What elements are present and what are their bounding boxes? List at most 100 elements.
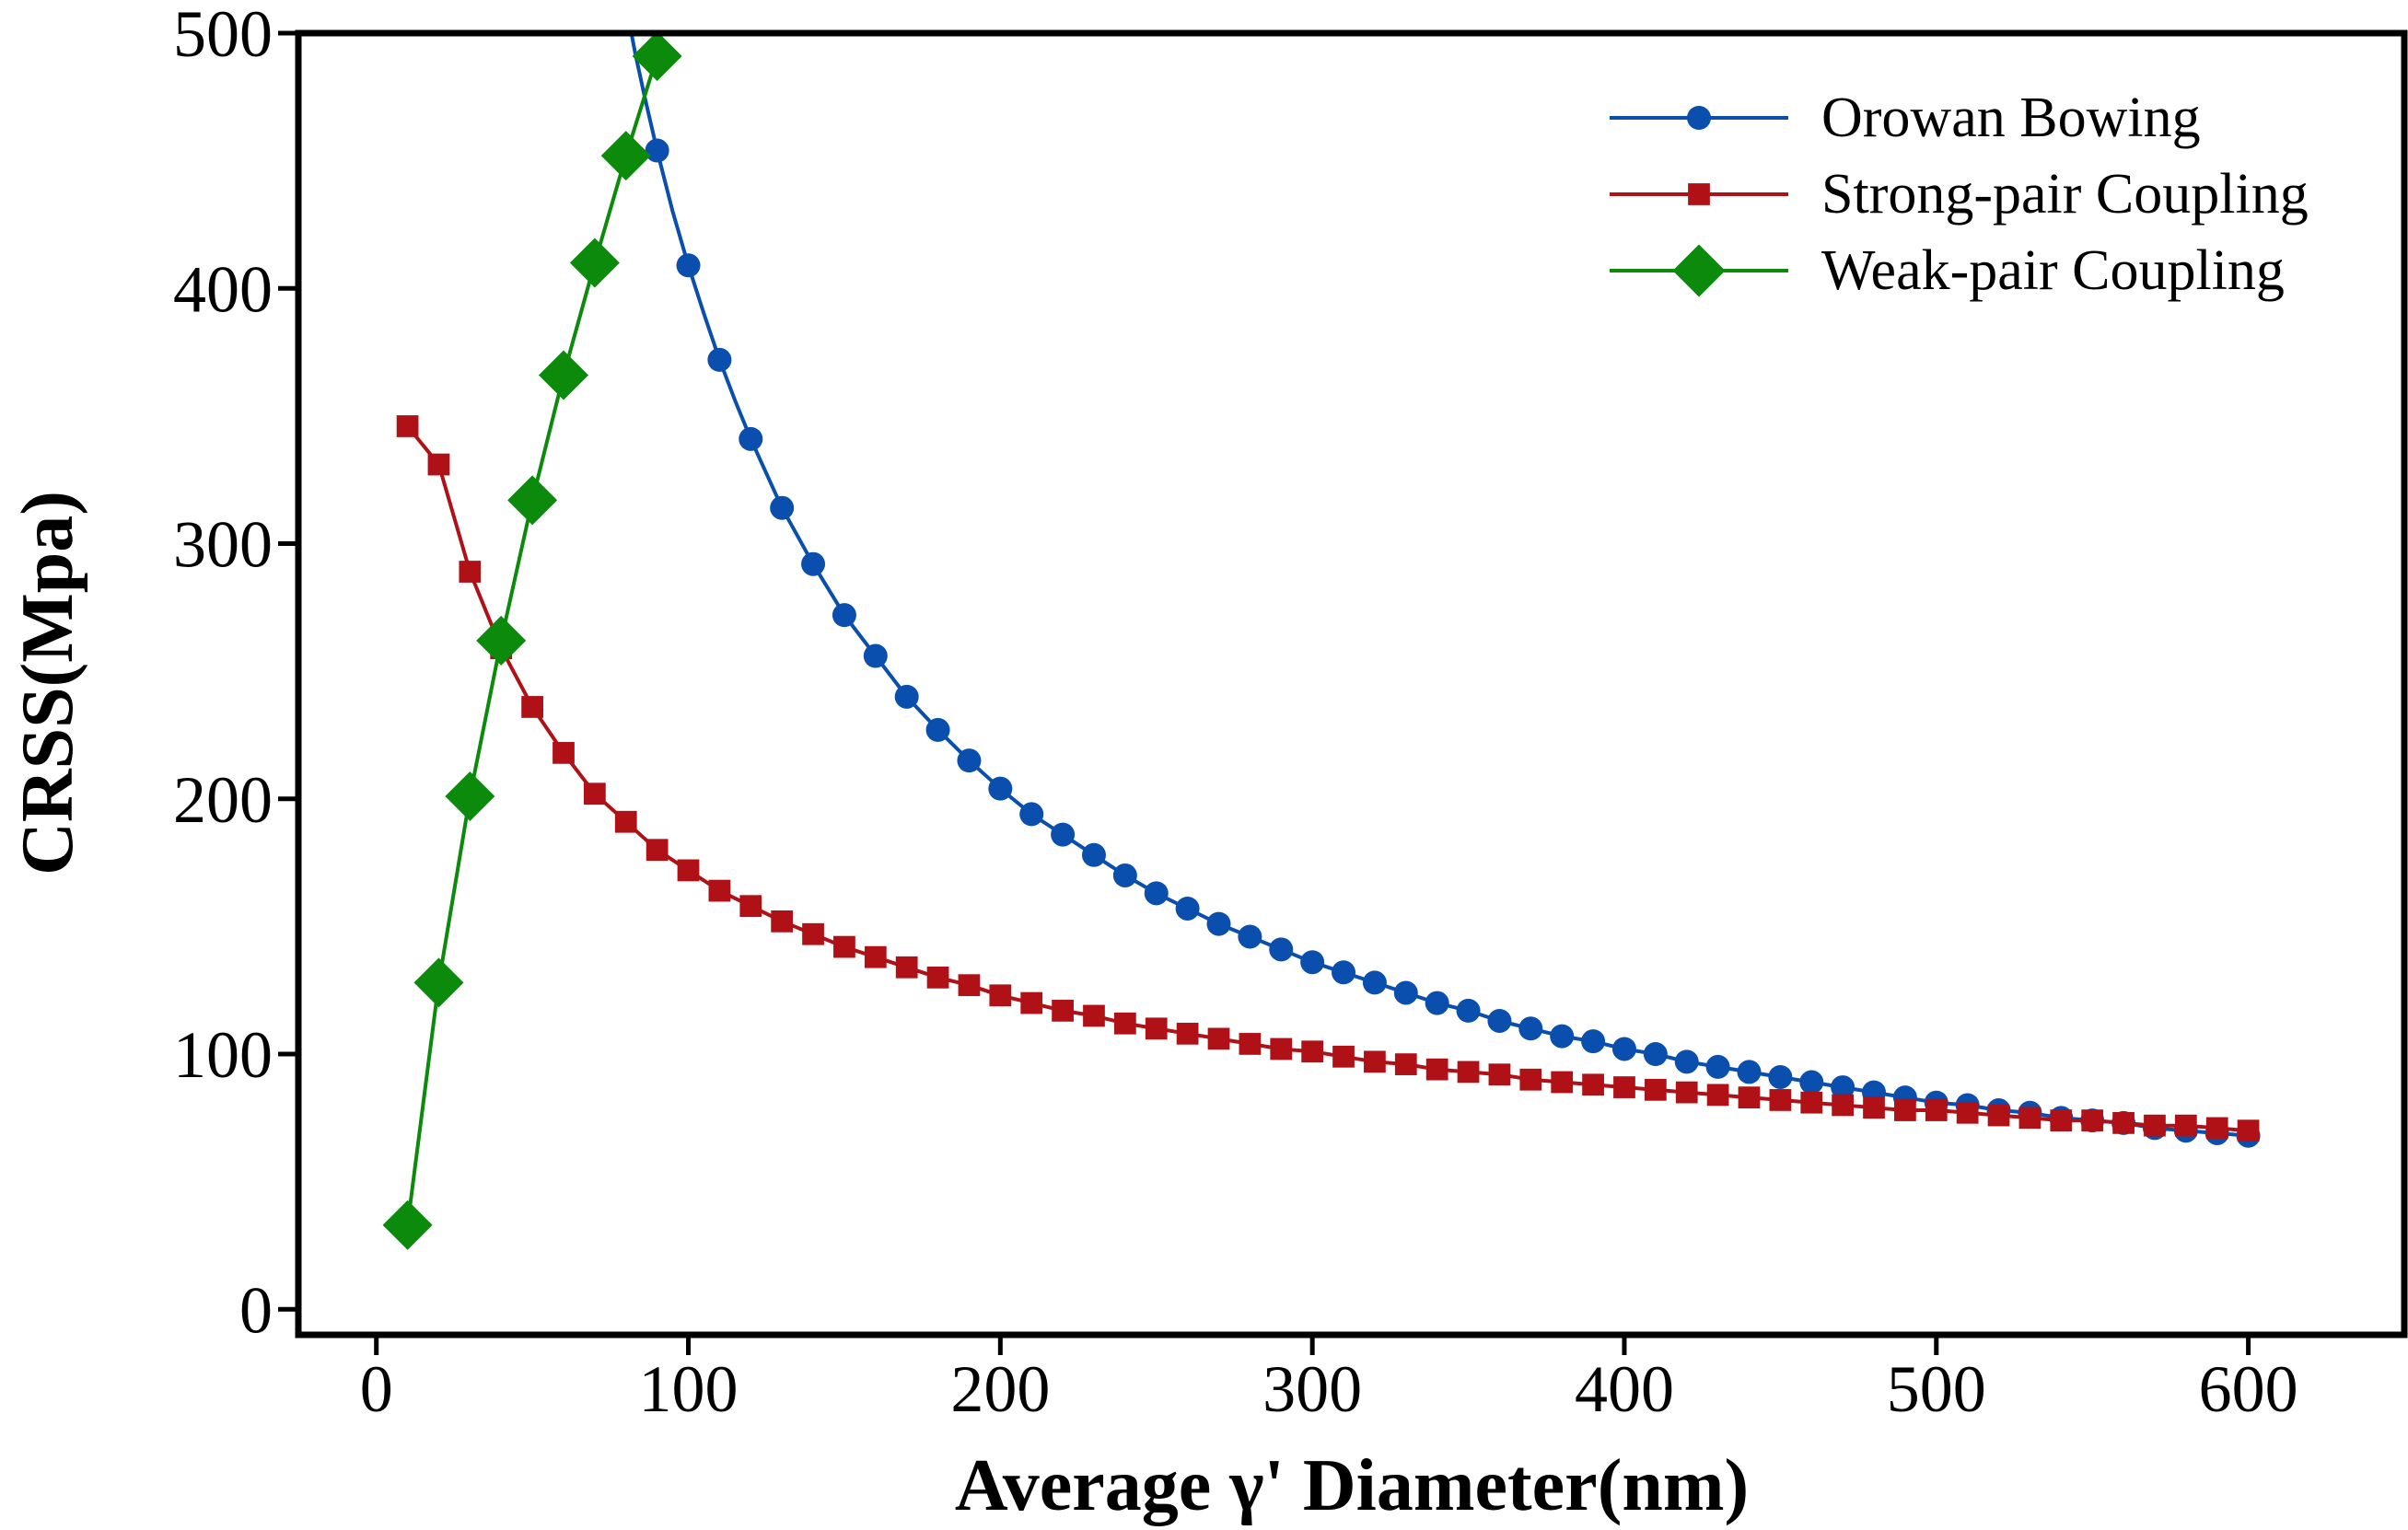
- strong-pair-coupling-point: [614, 810, 637, 833]
- weak-pair-coupling-point: [413, 957, 464, 1008]
- strong-pair-coupling-point: [1488, 1063, 1511, 1086]
- orowan-bowing-point: [1269, 937, 1294, 962]
- x-tick-label: 500: [1887, 1352, 1986, 1426]
- strong-pair-coupling-point: [864, 945, 887, 968]
- orowan-bowing-point: [1799, 1070, 1824, 1095]
- x-tick-label: 100: [639, 1352, 739, 1426]
- orowan-bowing-point: [1206, 911, 1231, 936]
- orowan-bowing-point: [739, 426, 763, 451]
- orowan-bowing-point: [1705, 1054, 1730, 1079]
- orowan-bowing-point: [863, 643, 888, 668]
- weak-pair-coupling-point: [569, 238, 620, 288]
- legend-item-weak-pair-coupling: Weak-pair Coupling: [1610, 239, 2285, 302]
- legend-marker: [1688, 183, 1710, 205]
- strong-pair-coupling-point: [2112, 1112, 2135, 1134]
- x-tick-label: 200: [950, 1352, 1050, 1426]
- strong-pair-coupling-point: [1675, 1081, 1698, 1104]
- series-layer: [382, 33, 2261, 1250]
- orowan-bowing-point: [1081, 842, 1106, 867]
- strong-pair-coupling-point: [1083, 1004, 1105, 1027]
- strong-pair-coupling-point: [802, 922, 824, 945]
- orowan-bowing-point: [1737, 1060, 1762, 1084]
- orowan-bowing-point: [1456, 998, 1481, 1023]
- y-axis-title: CRSS(Mpa): [7, 491, 88, 875]
- strong-pair-coupling-point: [739, 895, 762, 918]
- strong-pair-coupling-point: [677, 859, 700, 882]
- y-tick-label: 0: [239, 1273, 273, 1347]
- strong-pair-coupling-point: [1644, 1078, 1667, 1101]
- orowan-bowing-point: [1332, 960, 1356, 985]
- strong-pair-coupling-point: [2144, 1114, 2166, 1137]
- orowan-bowing-line: [629, 33, 2249, 1138]
- weak-pair-coupling-point: [507, 475, 558, 526]
- strong-pair-coupling-point: [1270, 1037, 1293, 1061]
- orowan-bowing-point: [1393, 980, 1418, 1005]
- y-tick-label: 500: [173, 0, 273, 71]
- axis-ticks: 0 100 200 300 400 500 600 0 100 200 300 400 500: [173, 0, 2298, 1426]
- strong-pair-coupling-point: [2050, 1109, 2073, 1131]
- strong-pair-coupling-point: [1145, 1017, 1168, 1040]
- weak-pair-coupling-point: [632, 33, 682, 81]
- orowan-bowing-point: [1487, 1008, 1512, 1033]
- strong-pair-coupling-point: [1301, 1040, 1324, 1063]
- orowan-bowing-point: [957, 748, 982, 773]
- strong-pair-coupling-point: [1894, 1099, 1916, 1121]
- strong-pair-coupling-point: [396, 415, 419, 437]
- strong-pair-coupling-point: [1863, 1096, 1885, 1119]
- plot-border: [295, 29, 2408, 1339]
- strong-pair-coupling-point: [583, 782, 606, 806]
- weak-pair-coupling-point: [445, 771, 495, 821]
- x-tick-label: 400: [1575, 1352, 1674, 1426]
- orowan-bowing-point: [1611, 1037, 1636, 1061]
- strong-pair-coupling-point: [2205, 1117, 2228, 1140]
- strong-pair-coupling-point: [1394, 1053, 1417, 1075]
- y-tick-label: 300: [173, 508, 273, 582]
- strong-pair-coupling-point: [833, 935, 855, 958]
- strong-pair-coupling-point: [895, 956, 918, 979]
- weak-pair-coupling-point: [476, 615, 527, 666]
- orowan-bowing-point: [832, 603, 856, 628]
- orowan-bowing-point: [1550, 1024, 1575, 1049]
- orowan-bowing-point: [925, 717, 950, 742]
- strong-pair-coupling-point: [1457, 1061, 1480, 1084]
- strong-pair-coupling-point: [1582, 1073, 1604, 1096]
- strong-pair-coupling-point: [1113, 1012, 1136, 1035]
- orowan-bowing-point: [1112, 863, 1137, 887]
- strong-pair-coupling-point: [926, 966, 949, 989]
- legend-label: Orowan Bowing: [1821, 87, 2201, 149]
- strong-pair-coupling-point: [1425, 1058, 1448, 1081]
- y-tick-label: 400: [173, 252, 273, 326]
- legend-label: Strong-pair Coupling: [1821, 163, 2309, 226]
- orowan-bowing-point: [1362, 970, 1387, 995]
- strong-pair-coupling-point: [1239, 1033, 1262, 1055]
- orowan-bowing-point: [770, 495, 795, 520]
- strong-pair-coupling-point: [1832, 1094, 1855, 1117]
- x-axis-title: Average γ' Diameter(nm): [955, 1445, 1749, 1526]
- orowan-bowing-point: [676, 253, 701, 278]
- strong-pair-coupling-point: [1332, 1045, 1355, 1068]
- plot-frame: [295, 29, 2408, 1339]
- strong-pair-coupling-line: [406, 424, 2249, 1133]
- legend-item-orowan-bowing: Orowan Bowing: [1610, 87, 2201, 149]
- orowan-bowing-point: [894, 684, 919, 709]
- x-tick-label: 0: [360, 1352, 393, 1426]
- legend-marker: [1687, 106, 1711, 130]
- strong-pair-coupling-point: [1364, 1050, 1386, 1073]
- strong-pair-coupling-point: [2081, 1109, 2104, 1131]
- strong-pair-coupling-point: [2018, 1107, 2042, 1130]
- strong-pair-coupling-point: [1551, 1071, 1574, 1094]
- strong-pair-coupling-point: [989, 984, 1012, 1007]
- strong-pair-coupling-point: [1769, 1089, 1792, 1111]
- orowan-bowing-point: [988, 776, 1013, 801]
- orowan-bowing-point: [645, 138, 669, 163]
- strong-pair-coupling-point: [1207, 1027, 1230, 1050]
- orowan-bowing-point: [1581, 1029, 1606, 1054]
- orowan-bowing-point: [1674, 1049, 1699, 1074]
- legend-label: Weak-pair Coupling: [1821, 239, 2285, 302]
- y-tick-label: 100: [173, 1018, 273, 1092]
- strong-pair-coupling-point: [553, 741, 575, 764]
- orowan-bowing-point: [1768, 1064, 1793, 1089]
- orowan-bowing-point: [801, 551, 826, 576]
- x-tick-label: 600: [2199, 1352, 2298, 1426]
- orowan-bowing-point: [1144, 881, 1169, 906]
